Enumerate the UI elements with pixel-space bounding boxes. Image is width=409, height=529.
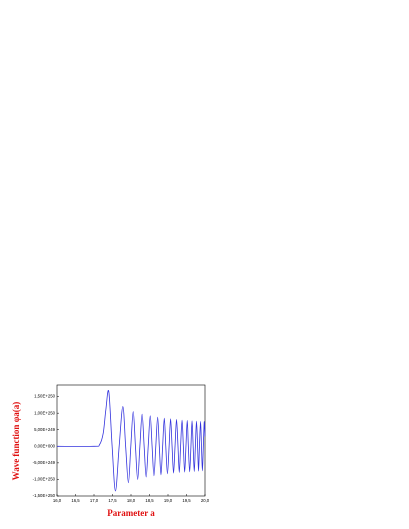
y-axis-title: Wave function φa(a): [11, 402, 21, 481]
x-tick-label: 18,0: [127, 498, 136, 503]
y-tick-label: -5,00E+249: [33, 460, 56, 465]
y-tick-label: 1,50E+250: [34, 394, 56, 399]
x-tick-label: 17,5: [108, 498, 117, 503]
y-tick-label: 1,00E+250: [34, 410, 56, 415]
x-tick-label: 20,0: [201, 498, 210, 503]
x-tick-label: 16,5: [71, 498, 80, 503]
x-tick-label: 19,5: [182, 498, 191, 503]
y-tick-label: 5,00E+249: [34, 427, 56, 432]
x-tick-label: 19,0: [164, 498, 173, 503]
y-tick-label: -1,00E+250: [33, 477, 56, 482]
y-tick-label: 0,00E+000: [34, 443, 56, 448]
x-tick-label: 17,0: [90, 498, 99, 503]
x-axis-title: Parameter a: [107, 508, 155, 518]
line-series: [56, 389, 206, 492]
x-tick-label: 16,0: [53, 498, 62, 503]
x-tick-label: 18,5: [145, 498, 154, 503]
y-tick-label: -1,50E+250: [33, 493, 56, 498]
